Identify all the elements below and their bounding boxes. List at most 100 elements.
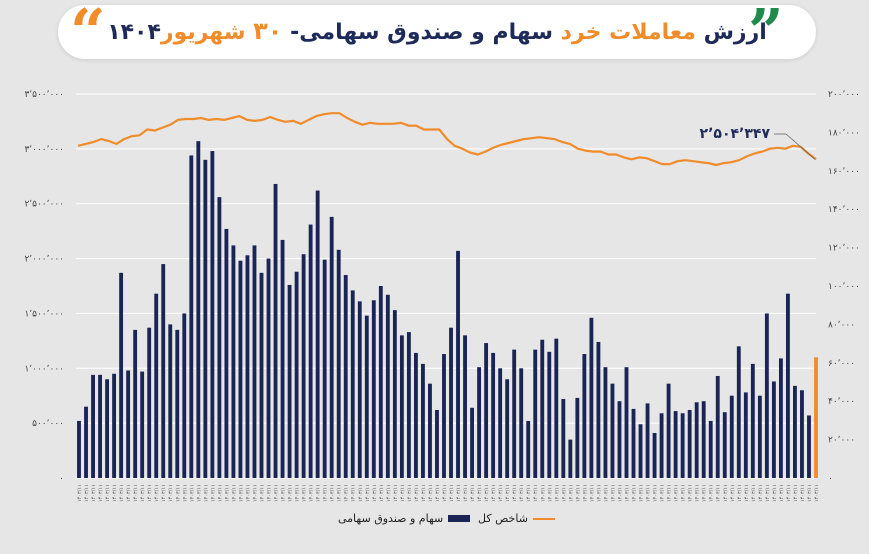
x-tick-label: ۱۴۰۳/۱۱ <box>372 484 378 502</box>
bar <box>371 300 376 478</box>
bar <box>512 349 517 478</box>
quote-close-icon: ” <box>748 0 784 68</box>
bar <box>778 358 783 478</box>
bar <box>505 379 510 478</box>
x-tick-label: ۱۴۰۳/۱۱ <box>582 484 588 502</box>
bar <box>743 392 748 478</box>
x-tick-label: ۱۴۰۳/۱۱ <box>126 484 132 502</box>
bar <box>449 327 453 478</box>
x-tick-label: ۱۴۰۳/۱۱ <box>681 484 687 502</box>
x-tick-label: ۱۴۰۳/۱۱ <box>653 484 659 502</box>
right-axis-tick-label: ۶۰٬۰۰۰ <box>828 359 855 369</box>
bar <box>589 317 594 478</box>
x-tick-label: ۱۴۰۳/۱۱ <box>575 484 581 502</box>
bar <box>196 141 201 479</box>
x-tick-label: ۱۴۰۳/۱۱ <box>224 484 230 502</box>
x-tick-label: ۱۴۰۳/۱۱ <box>716 484 722 502</box>
x-tick-label: ۱۴۰۳/۱۱ <box>133 484 139 502</box>
x-tick-label: ۱۴۰۳/۱۱ <box>189 484 195 502</box>
x-tick-label: ۱۴۰۳/۱۱ <box>512 484 518 502</box>
x-tick-label: ۱۴۰۳/۱۱ <box>358 484 364 502</box>
x-tick-label: ۱۴۰۳/۱۱ <box>744 484 750 502</box>
bar <box>659 413 664 478</box>
x-tick-label: ۱۴۰۳/۱۱ <box>393 484 399 502</box>
x-tick-label: ۱۴۰۳/۱۱ <box>561 484 567 502</box>
x-tick-label: ۱۴۰۳/۱۱ <box>112 484 118 502</box>
bar <box>252 245 257 478</box>
legend-swatch-bars <box>448 515 471 522</box>
x-tick-label: ۱۴۰۳/۱۱ <box>667 484 673 502</box>
title-part3: سهام و صندوق سهامی- <box>282 20 561 45</box>
x-tick-label: ۱۴۰۳/۱۱ <box>505 484 511 502</box>
x-tick-label: ۱۴۰۳/۱۱ <box>302 484 308 502</box>
bar <box>757 395 762 478</box>
bar <box>631 408 636 478</box>
right-axis-tick-label: ۱۴۰٬۰۰۰ <box>828 205 860 215</box>
bar <box>119 272 124 478</box>
bar <box>764 313 769 478</box>
x-tick-label: ۱۴۰۳/۱۱ <box>540 484 546 502</box>
bar <box>533 349 538 478</box>
x-tick-label: ۱۴۰۳/۱۱ <box>91 484 97 502</box>
bar <box>336 249 341 478</box>
bar <box>322 259 327 478</box>
bar <box>554 338 559 478</box>
x-tick-label: ۱۴۰۳/۱۱ <box>365 484 371 502</box>
x-tick-label: ۱۴۰۳/۱۱ <box>168 484 174 502</box>
x-tick-label: ۱۴۰۳/۱۱ <box>758 484 764 502</box>
right-axis-tick-label: ۲۰٬۰۰۰ <box>828 436 855 446</box>
bar <box>203 159 208 479</box>
bar <box>477 367 482 478</box>
bar <box>224 228 229 478</box>
bar <box>568 439 573 478</box>
bar <box>98 374 102 478</box>
bar <box>294 271 299 478</box>
bar <box>399 335 404 478</box>
x-tick-label: ۱۴۰۳/۱۱ <box>281 484 287 502</box>
x-tick-label: ۱۴۰۳/۱۱ <box>203 484 209 502</box>
bar <box>498 368 503 478</box>
bar <box>793 385 797 478</box>
x-tick-label: ۱۴۰۳/۱۱ <box>309 484 315 502</box>
x-tick-label: ۱۴۰۳/۱۱ <box>196 484 202 502</box>
x-tick-label: ۱۴۰۳/۱۱ <box>252 484 258 502</box>
legend-item-bars: سهام و صندوق سهامی <box>338 512 471 525</box>
bar <box>308 224 313 478</box>
x-tick-label: ۱۴۰۳/۱۱ <box>470 484 476 502</box>
bar <box>729 395 734 478</box>
bar <box>771 381 776 478</box>
bar <box>421 363 425 478</box>
bar <box>133 329 138 478</box>
x-tick-label: ۱۴۰۳/۱۱ <box>498 484 504 502</box>
bar <box>84 406 88 478</box>
bar <box>210 151 215 478</box>
title-part1: ارزش <box>695 20 767 45</box>
bar-last <box>814 357 818 478</box>
x-tick-label: ۱۴۰۳/۱۱ <box>154 484 160 502</box>
title-banner: ارزش معاملات خرد سهام و صندوق سهامی- ۳۰ … <box>58 5 816 59</box>
x-tick-label: ۱۴۰۳/۱۱ <box>463 484 469 502</box>
bar <box>238 260 243 478</box>
bar <box>652 433 657 478</box>
x-tick-label: ۱۴۰۳/۱۱ <box>765 484 771 502</box>
x-tick-label: ۱۴۰۳/۱۱ <box>596 484 602 502</box>
x-tick-label: ۱۴۰۳/۱۱ <box>428 484 434 502</box>
x-tick-label: ۱۴۰۳/۱۱ <box>337 484 343 502</box>
right-axis-tick-label: ۱۲۰٬۰۰۰ <box>828 244 860 254</box>
x-tick-label: ۱۴۰۳/۱۱ <box>632 484 638 502</box>
bar <box>610 383 615 478</box>
bar <box>484 343 489 478</box>
x-tick-label: ۱۴۰۳/۱۱ <box>245 484 251 502</box>
x-tick-label: ۱۴۰۳/۱۱ <box>295 484 301 502</box>
x-tick-label: ۱۴۰۳/۱۱ <box>695 484 701 502</box>
legend-swatch-line <box>532 517 555 520</box>
left-axis-tick-label: ۳٬۵۰۰٬۰۰۰ <box>24 90 64 100</box>
bar <box>715 375 720 478</box>
bar <box>343 275 348 478</box>
page-title: ارزش معاملات خرد سهام و صندوق سهامی- ۳۰ … <box>58 17 816 45</box>
bar <box>392 310 397 478</box>
bar <box>280 239 285 478</box>
annotation-leader <box>785 133 816 160</box>
bar <box>406 332 411 478</box>
